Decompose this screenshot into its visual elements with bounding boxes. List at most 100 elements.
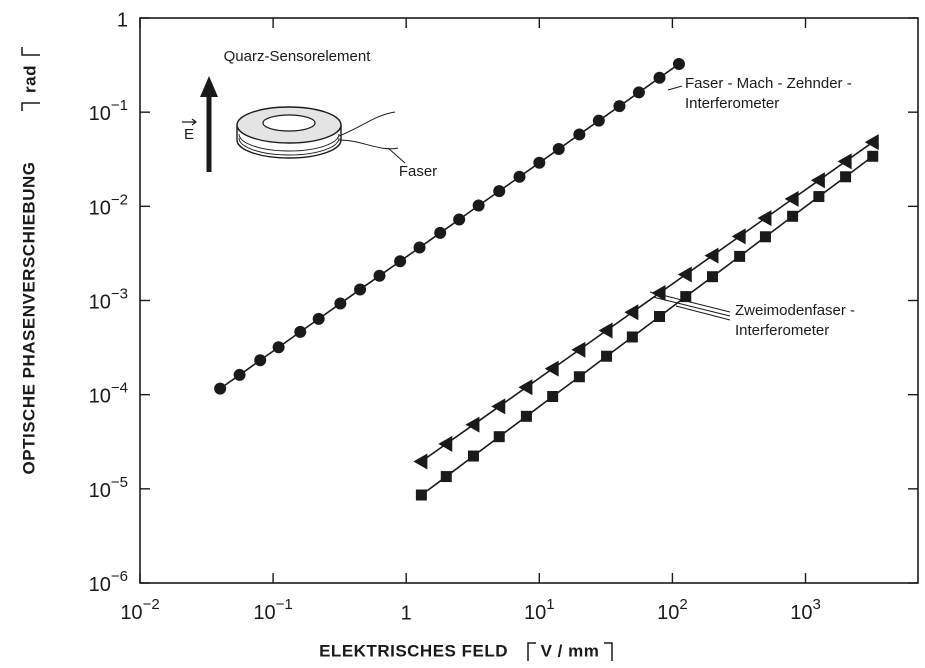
data-point (272, 341, 285, 354)
x-tick-label: 101 (524, 596, 555, 624)
y-tick-label: 10−6 (89, 568, 128, 596)
data-point (757, 210, 772, 227)
x-tick-label: 102 (657, 596, 688, 624)
mach-zehnder-label: Faser - Mach - Zehnder - (685, 75, 852, 92)
field-vector-arrow (182, 118, 197, 126)
data-point (672, 57, 685, 70)
y-tick-label: 10−5 (89, 474, 128, 502)
y-tick-label: 1 (117, 9, 128, 31)
field-label: E (184, 126, 194, 143)
x-axis-unit: V / mm (541, 641, 600, 660)
y-tick-label: 10−2 (89, 191, 128, 219)
series (413, 134, 879, 470)
data-point (334, 297, 347, 310)
fiber-winding (238, 133, 340, 156)
data-point (571, 341, 586, 358)
plot-frame (139, 17, 919, 584)
data-point (472, 199, 485, 212)
fiber-ends (338, 111, 399, 150)
field-arrowhead (200, 76, 218, 97)
x-axis-label: ELEKTRISCHES FELD (319, 641, 508, 660)
data-point (598, 322, 613, 339)
data-point (680, 291, 692, 303)
data-point (513, 170, 526, 183)
y-tick-label: 10−3 (89, 285, 128, 313)
data-point (415, 489, 427, 501)
series (214, 57, 685, 395)
data-point (704, 247, 719, 264)
data-point (373, 269, 386, 282)
data-point (810, 172, 825, 189)
data-point (294, 325, 307, 338)
data-point (573, 371, 585, 383)
data-point (413, 453, 428, 470)
data-point (654, 311, 666, 323)
data-point (626, 331, 638, 343)
y-tick-label: 10−4 (89, 380, 128, 408)
data-point (491, 398, 506, 415)
two-mode-label: Zweimodenfaser - (735, 302, 855, 319)
data-point (813, 191, 825, 203)
data-point (254, 354, 267, 367)
x-unit-bracket (527, 642, 613, 661)
fiber-pointer (387, 147, 406, 164)
data-point (734, 250, 746, 262)
data-point (493, 431, 505, 443)
data-point (837, 153, 852, 170)
data-point (394, 255, 407, 268)
data-point (354, 283, 367, 296)
data-point (233, 368, 246, 381)
mach-zehnder-pointer (667, 85, 683, 91)
data-point (467, 450, 479, 462)
data-point (493, 185, 506, 198)
data-point (544, 360, 559, 377)
data-point (312, 312, 325, 325)
sensor-label: Quarz-Sensorelement (224, 48, 372, 65)
data-point (518, 379, 533, 396)
x-tick-label: 1 (401, 602, 412, 624)
data-point (840, 171, 852, 183)
data-point (592, 114, 605, 127)
two-mode-label: Interferometer (735, 322, 829, 339)
data-point (759, 231, 771, 243)
data-point (440, 471, 452, 483)
y-axis-unit: rad (20, 65, 39, 93)
x-tick-label: 10−2 (120, 596, 159, 624)
data-point (731, 228, 746, 245)
data-point (438, 435, 453, 452)
data-point (413, 241, 426, 254)
data-point (453, 213, 466, 226)
y-unit-bracket (21, 47, 40, 111)
data-point (465, 416, 480, 433)
ring-hole (262, 114, 316, 132)
data-point (653, 71, 666, 84)
data-point (864, 134, 879, 151)
axis-titles: ELEKTRISCHES FELD V / mm OPTISCHE PHASEN… (19, 47, 613, 661)
data-point (533, 156, 546, 169)
annotations: Faser - Mach - Zehnder - Interferometer … (649, 75, 855, 339)
data-point (651, 285, 666, 302)
data-point (434, 226, 447, 239)
inset-sketch: Quarz-Sensorelement E Faser (182, 48, 437, 180)
data-point (552, 143, 565, 156)
data-point (706, 271, 718, 283)
data-point (613, 100, 626, 113)
fiber-label: Faser (399, 163, 437, 180)
x-tick-label: 103 (790, 596, 821, 624)
data-point (787, 210, 799, 222)
data-point (677, 266, 692, 283)
data-point (624, 304, 639, 321)
y-tick-label: 10−1 (89, 97, 128, 125)
data-point (867, 150, 879, 162)
y-axis-label: OPTISCHE PHASENVERSCHIEBUNG (19, 162, 38, 475)
data-point (520, 410, 532, 422)
data-point (547, 391, 559, 403)
series (415, 150, 879, 501)
data-point (601, 350, 613, 362)
data-point (632, 86, 645, 99)
mach-zehnder-label: Interferometer (685, 95, 779, 112)
data-point (573, 128, 586, 141)
data-point (214, 382, 227, 395)
data-point (784, 190, 799, 207)
